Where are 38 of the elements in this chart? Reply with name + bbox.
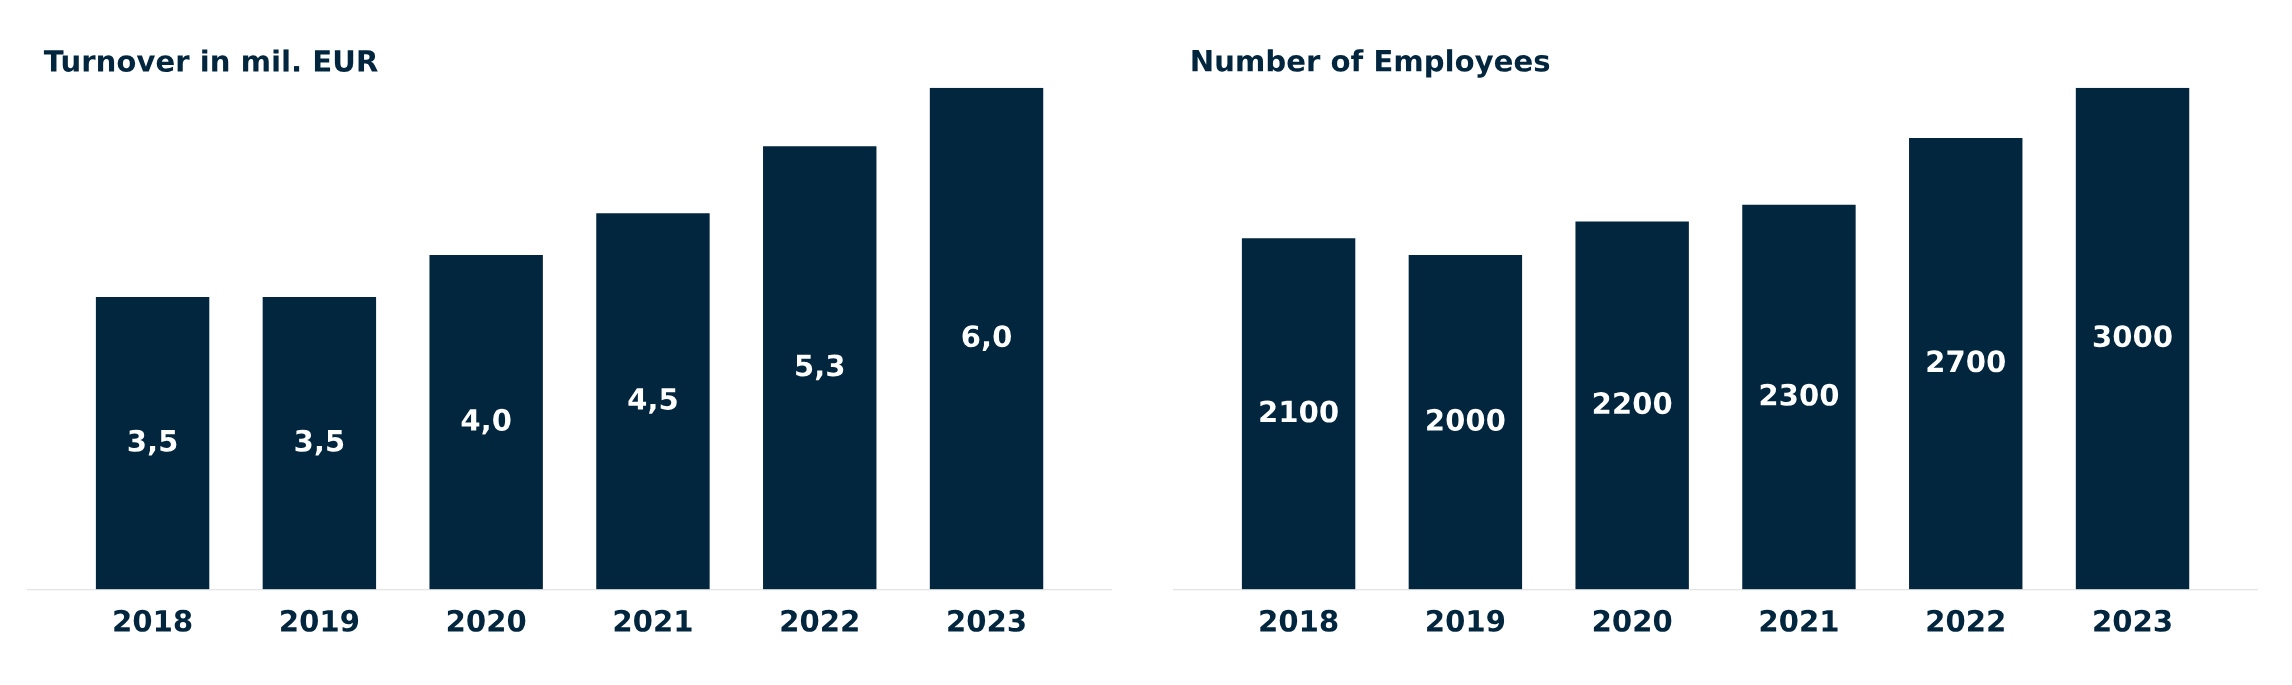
bar (95, 296, 210, 590)
data-label: 2000 (1427, 408, 1505, 431)
data-label: 2200 (1593, 392, 1672, 415)
x-tick-label: 2020 (1593, 609, 1672, 632)
bar (1575, 221, 1689, 590)
data-label: 6,0 (962, 325, 1011, 351)
bar (929, 87, 1044, 590)
data-label: 2700 (1927, 350, 2005, 373)
x-tick-label: 2021 (1760, 609, 1838, 632)
x-tick-label: 2018 (1260, 609, 1338, 632)
chart-title: Number of Employees (1192, 49, 1550, 78)
bar (1742, 204, 1856, 590)
x-tick-label: 2021 (614, 609, 692, 632)
data-label: 2300 (1760, 383, 1839, 406)
data-label: 4,0 (461, 408, 511, 435)
bar (2075, 87, 2190, 590)
bar (763, 146, 877, 590)
bar (429, 255, 543, 590)
data-label: 5,3 (796, 354, 844, 381)
data-label: 3,5 (128, 429, 177, 456)
x-tick-label: 2022 (1927, 609, 2004, 632)
bar (596, 213, 710, 590)
chart-title: Turnover in mil. EUR (43, 49, 378, 72)
bar (1408, 255, 1523, 590)
x-tick-label: 2022 (781, 609, 858, 632)
x-tick-label: 2023 (2094, 609, 2171, 632)
data-label: 3000 (2093, 325, 2172, 348)
data-label: 2100 (1260, 400, 1338, 423)
x-tick-label: 2018 (114, 609, 192, 632)
data-label: 3,5 (295, 429, 344, 456)
x-tick-label: 2023 (948, 609, 1025, 632)
x-tick-label: 2020 (447, 609, 526, 632)
x-tick-label: 2019 (1427, 609, 1505, 632)
data-label: 4,5 (628, 388, 677, 414)
bar (262, 296, 377, 590)
bar (1241, 238, 1356, 590)
x-tick-label: 2019 (281, 609, 359, 632)
bar (1909, 137, 2023, 590)
